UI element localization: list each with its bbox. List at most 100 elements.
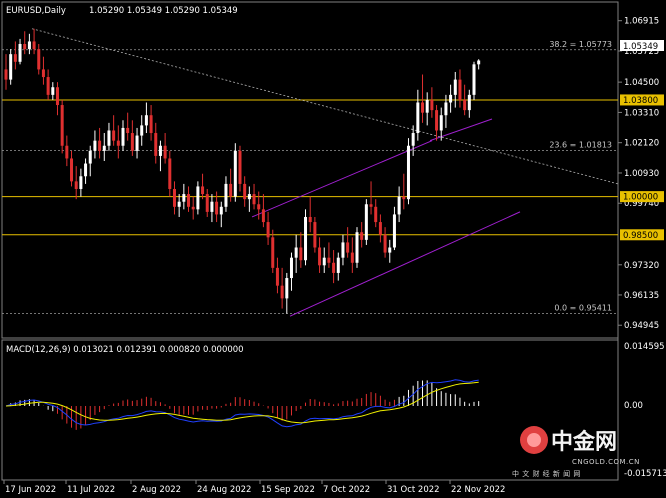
candle-body <box>425 99 429 113</box>
candle-body <box>182 194 186 202</box>
candle-body <box>243 183 247 200</box>
candle-body <box>112 130 116 141</box>
candle-body <box>74 181 78 189</box>
macd-header: MACD(12,26,9) 0.013021 0.012391 0.000820… <box>6 345 244 355</box>
candle-body <box>187 194 191 207</box>
downtrend-line[interactable] <box>31 28 619 185</box>
fib-label: 38.2 = 1.05773 <box>549 40 612 49</box>
candle-body <box>421 102 425 113</box>
candle-body <box>355 232 359 263</box>
candle-body <box>177 201 181 207</box>
candle-body <box>149 115 153 134</box>
level-tag <box>620 94 664 106</box>
candle-body <box>472 64 476 95</box>
time-tick-label: 11 Jul 2022 <box>67 485 115 494</box>
current-price-tag <box>620 40 664 51</box>
candle-body <box>215 201 219 215</box>
candle-body <box>411 133 415 146</box>
candle-body <box>27 41 31 50</box>
fibonacci-levels[interactable]: 38.2 = 1.05773 23.6 = 1.01813 0.0 = 0.9541… <box>2 40 618 314</box>
candle-body <box>257 204 261 210</box>
candle-body <box>126 127 130 134</box>
candle-body <box>9 54 13 80</box>
candle-body <box>285 278 289 299</box>
time-tick-label: 31 Oct 2022 <box>387 485 440 494</box>
candle-body <box>322 257 326 266</box>
time-tick-label: 7 Oct 2022 <box>323 485 370 494</box>
candle-body <box>406 145 410 200</box>
candle-body <box>308 216 312 223</box>
price-tick-label: 1.03310 <box>624 108 659 118</box>
candle-body <box>463 99 467 111</box>
candle-body <box>46 77 50 95</box>
candle-body <box>336 257 340 273</box>
candle-body <box>439 115 443 131</box>
candle-body <box>477 60 481 65</box>
candle-body <box>210 201 214 212</box>
channel-upper-extension[interactable] <box>429 118 493 142</box>
time-tick-label: 24 Aug 2022 <box>197 485 251 494</box>
candle-body <box>88 150 92 164</box>
candle-body <box>168 158 172 189</box>
candle-body <box>360 232 364 240</box>
candle-body <box>55 87 59 106</box>
candle-body <box>60 105 64 146</box>
main-pane-border <box>1 1 619 339</box>
candle-body <box>397 196 401 215</box>
candle-body <box>416 102 420 134</box>
candle-body <box>449 94 453 103</box>
macd-tick-label: -0.015713 <box>624 469 666 479</box>
level-tags: 1.03800 1.00000 0.98500 <box>620 94 664 241</box>
candle-body <box>98 140 102 151</box>
candle-body <box>313 222 317 248</box>
candle-body <box>233 150 237 197</box>
candle-body <box>229 183 233 197</box>
candle-body <box>107 130 111 146</box>
candle-body <box>369 204 373 207</box>
macd-line <box>5 379 479 428</box>
candle-body <box>275 267 279 286</box>
candle-body <box>205 194 209 212</box>
candle-body <box>388 247 392 253</box>
chart-header-symbol: EURUSD,Daily <box>6 6 66 16</box>
time-tick-label: 22 Nov 2022 <box>451 485 505 494</box>
candle-body <box>289 257 293 279</box>
channel-lower-line[interactable] <box>289 211 521 317</box>
candle-body <box>458 79 462 100</box>
candle-body <box>453 79 457 95</box>
candle-body <box>350 252 354 263</box>
trendlines[interactable] <box>31 28 619 317</box>
macd-signal-line <box>5 381 479 424</box>
candle-body <box>402 196 406 200</box>
channel-upper-line[interactable] <box>251 140 433 218</box>
macd-tick-label: 0.014595 <box>624 342 665 352</box>
candle-body <box>261 209 265 223</box>
candle-body <box>378 222 382 235</box>
candle-body <box>79 176 83 189</box>
candle-body <box>163 145 167 159</box>
level-tag-label: 1.00000 <box>623 193 658 203</box>
candle-body <box>37 49 41 70</box>
candle-body <box>430 99 434 111</box>
candle-body <box>294 247 298 258</box>
candle-body <box>280 285 284 299</box>
candle-body <box>346 242 350 253</box>
candle-body <box>84 163 88 177</box>
candle-body <box>154 133 158 156</box>
candle-body <box>130 133 134 151</box>
candle-body <box>201 186 205 195</box>
candle-body <box>299 247 303 261</box>
candle-body <box>102 145 106 151</box>
candle-body <box>65 145 69 159</box>
candle-body <box>252 194 256 205</box>
price-tick-label: 1.02120 <box>624 139 659 149</box>
time-axis: 17 Jun 2022 11 Jul 2022 2 Aug 2022 24 Aug 2… <box>3 480 505 495</box>
candle-body <box>93 140 97 151</box>
price-tick-label: 1.00930 <box>624 169 659 179</box>
macd-pane-border <box>1 339 619 481</box>
candle-body <box>364 204 368 240</box>
fib-label: 23.6 = 1.01813 <box>549 141 612 150</box>
candle-body <box>23 43 27 50</box>
